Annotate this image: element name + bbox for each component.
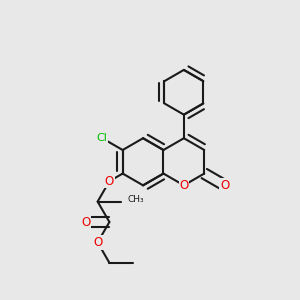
Text: CH₃: CH₃ bbox=[128, 195, 144, 204]
Text: Cl: Cl bbox=[97, 133, 108, 143]
Text: O: O bbox=[105, 175, 114, 188]
Text: O: O bbox=[179, 179, 188, 192]
Text: O: O bbox=[81, 215, 91, 229]
Text: O: O bbox=[220, 179, 229, 192]
Text: O: O bbox=[93, 236, 102, 249]
